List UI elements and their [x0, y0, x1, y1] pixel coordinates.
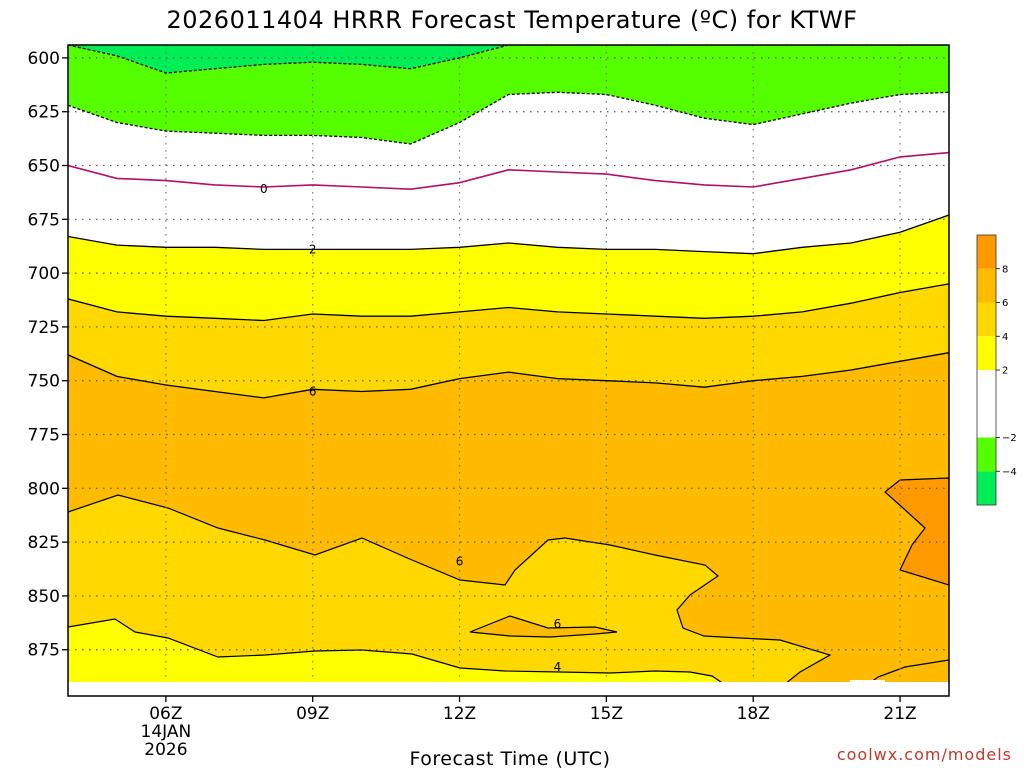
y-tick-label-875: 875 — [28, 641, 60, 661]
colorbar-tick-label-4: 4 — [1002, 332, 1008, 343]
x-date-label-year: 2026 — [144, 740, 187, 760]
colorbar-swatch-8 — [977, 235, 996, 269]
x-tick-label-12Z: 12Z — [443, 704, 476, 724]
isoline-minus-4 — [68, 45, 949, 74]
y-tick-label-625: 625 — [28, 103, 60, 123]
x-tick-label-15Z: 15Z — [590, 704, 623, 724]
y-tick-label-800: 800 — [28, 479, 60, 499]
isoline-2 — [68, 214, 949, 255]
colorbar-swatch-minus-6 — [977, 471, 996, 505]
contour-label-1: 2 — [309, 242, 317, 256]
fill-6-to-8-pocket-region — [469, 615, 618, 638]
plot-area: 0 2 6 6 6 4 — [68, 45, 949, 696]
contour-label-3: 6 — [456, 554, 464, 568]
x-date-label-day: 14JAN — [141, 722, 192, 742]
y-tick-label-600: 600 — [28, 49, 60, 69]
colorbar-tick-label-2: 2 — [1002, 366, 1008, 377]
colorbar-swatch-minus-4 — [977, 437, 996, 472]
y-tick-label-725: 725 — [28, 318, 60, 338]
x-tick-label-09Z: 09Z — [296, 704, 329, 724]
plot-frame — [67, 44, 950, 697]
contour-label-2: 6 — [309, 384, 317, 398]
y-tick-label-750: 750 — [28, 372, 60, 392]
colorbar-tick-label-minus-4: −4 — [1002, 467, 1017, 478]
fill-band-minus-2-to-2 — [68, 92, 949, 254]
colorbar-swatch-6 — [977, 268, 996, 303]
x-tick-label-18Z: 18Z — [737, 704, 770, 724]
isoline-6 — [68, 352, 949, 399]
x-tick-label-21Z: 21Z — [883, 704, 916, 724]
isoline-minus-2 — [68, 91, 949, 145]
x-axis-title: Forecast Time (UTC) — [410, 748, 611, 768]
isoline-0 — [68, 151, 949, 191]
y-tick-label-675: 675 — [28, 210, 60, 230]
source-credit: coolwx.com/models — [837, 745, 1012, 764]
surface-highlight-dashes — [850, 680, 885, 682]
terrain-surface-band — [68, 682, 949, 696]
colorbar-tick-label-6: 6 — [1002, 298, 1008, 309]
isoline-4 — [68, 283, 949, 322]
y-tick-label-775: 775 — [28, 426, 60, 446]
colorbar-tick-label-minus-2: −2 — [1002, 433, 1017, 444]
colorbar-swatch-4 — [977, 302, 996, 337]
x-tick-label-06Z: 06Z — [149, 704, 182, 724]
colorbar-swatch-minus-2 — [977, 370, 996, 438]
y-tick-label-650: 650 — [28, 157, 60, 177]
fill-band-below-minus-4 — [68, 45, 949, 73]
fill-6-to-8-lower-right-region — [870, 659, 949, 682]
contour-label-5: 4 — [554, 660, 562, 674]
contour-label-4: 6 — [554, 617, 562, 631]
fill-band-4-to-6 — [68, 283, 949, 398]
fill-8-to-10-region — [884, 477, 949, 586]
contour-label-0: 0 — [260, 182, 268, 196]
y-tick-label-850: 850 — [28, 587, 60, 607]
colorbar-legend: −4 −2 2 4 6 8 — [976, 234, 1017, 506]
fill-band-2-to-4 — [68, 215, 949, 321]
y-tick-label-700: 700 — [28, 264, 60, 284]
y-tick-label-825: 825 — [28, 533, 60, 553]
chart-title: 2026011404 HRRR Forecast Temperature (ºC… — [167, 6, 858, 34]
colorbar-swatch-2 — [977, 336, 996, 370]
colorbar-tick-label-8: 8 — [1002, 264, 1008, 275]
y-axis: 600 625 650 675 700 725 750 775 800 825 850 875 — [28, 49, 68, 661]
